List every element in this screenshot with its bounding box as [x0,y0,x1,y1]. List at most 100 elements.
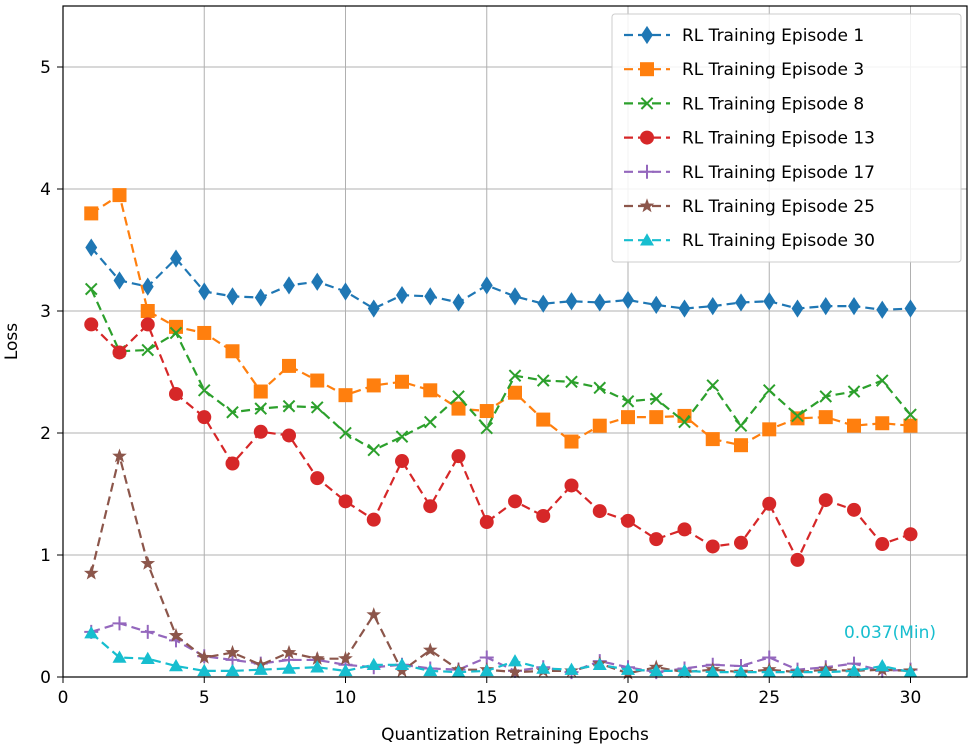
point [281,644,297,659]
point [640,62,654,77]
y-tick-label: 4 [40,180,51,200]
point [84,317,99,332]
point [197,383,211,397]
point [479,663,494,677]
point [903,665,918,678]
point [848,297,860,316]
point [592,504,607,519]
point [847,502,861,517]
series-line [90,632,911,674]
point [818,410,833,425]
point [762,496,777,511]
x-tick-label: 10 [335,688,357,708]
point [169,659,183,672]
series-7 [84,626,918,678]
point [903,527,918,542]
point [479,404,494,419]
min-annotation: 0.037(Min) [844,623,936,643]
point [904,408,917,422]
point [310,471,325,486]
point [876,300,889,319]
point [621,410,635,425]
point [253,384,268,399]
point [791,299,804,318]
point [170,249,182,268]
point [84,626,99,639]
point [282,428,296,443]
series-line [90,288,912,452]
point [112,448,127,463]
point [564,434,579,449]
point [564,478,579,493]
point [226,287,239,306]
point [366,607,382,622]
point [198,282,211,301]
point [536,374,550,387]
point [640,97,654,110]
point [395,657,409,671]
point [790,552,805,567]
legend-entry: RL Training Episode 30 [624,231,875,251]
point [649,663,664,677]
point [593,381,607,395]
point [640,130,654,145]
point [875,416,890,431]
x-tick-label: 30 [900,688,922,708]
point [424,287,437,306]
y-tick-label: 3 [40,302,51,322]
point [395,374,409,389]
point [168,627,184,642]
point [875,537,890,552]
point [112,616,127,631]
point [508,385,522,400]
legend-entry: RL Training Episode 17 [624,163,875,183]
point [282,661,296,674]
point [904,299,917,318]
point [225,644,240,659]
point [639,198,655,213]
x-tick-label: 5 [199,688,210,708]
point [508,369,522,382]
point [394,663,410,678]
point [818,493,833,508]
point [338,663,353,677]
x-axis-label: Quantization Retraining Epochs [381,725,649,745]
legend-label: RL Training Episode 17 [682,163,875,183]
y-tick-label: 5 [40,58,51,78]
point [282,399,296,413]
point [311,272,324,291]
point [735,293,747,312]
point [480,276,493,295]
point [282,358,296,373]
point [641,25,653,45]
point [140,304,155,318]
point [310,660,325,673]
point [564,662,579,675]
legend-entry: RL Training Episode 13 [624,129,875,149]
point [678,299,691,318]
legend-label: RL Training Episode 8 [682,94,864,114]
point [677,663,692,677]
point [169,326,183,340]
point [762,422,777,437]
point [423,499,438,514]
point [763,292,776,311]
series-line [90,455,911,675]
point [339,282,352,301]
point [225,663,240,677]
legend-box [611,13,962,263]
point [367,443,381,457]
plot-frame [62,5,968,678]
point [451,449,466,464]
point [649,532,664,547]
point [452,390,465,403]
point [140,317,155,332]
point [112,650,127,663]
point [112,345,127,360]
point [396,286,408,305]
point [479,515,494,530]
point [537,294,550,313]
series-4 [84,317,918,567]
x-tick-label: 20 [617,688,639,708]
